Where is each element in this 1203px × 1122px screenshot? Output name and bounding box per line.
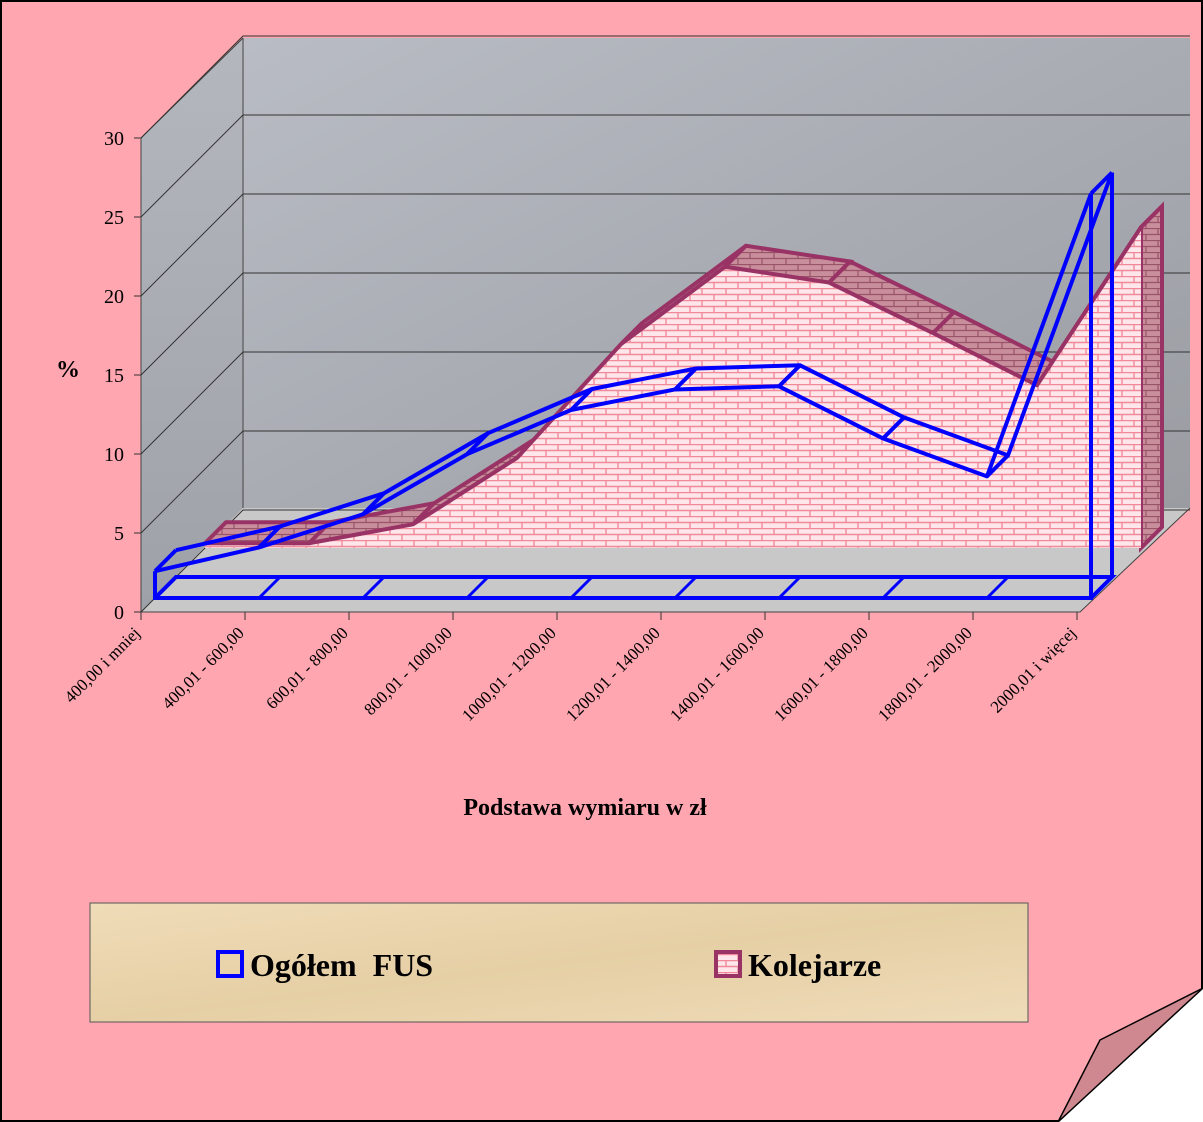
area-depth-edge xyxy=(777,575,802,600)
area-depth-edge xyxy=(985,453,1010,478)
area-depth-edge xyxy=(153,575,178,600)
grid-line xyxy=(140,193,1190,297)
legend-label: Ogółem FUS xyxy=(250,947,433,983)
area-depth-edge xyxy=(569,575,594,600)
area-depth-edge xyxy=(1089,575,1114,600)
grid-line xyxy=(140,114,1190,218)
area-line xyxy=(205,226,1143,546)
area-front-face xyxy=(205,227,1141,548)
area-depth-edge xyxy=(985,575,1010,600)
y-axis-label: % xyxy=(56,357,80,383)
area-depth-edge xyxy=(777,363,802,388)
y-tick-label: 5 xyxy=(114,523,124,545)
y-tick-label: 10 xyxy=(104,444,124,466)
area-line xyxy=(154,192,1093,574)
area-depth-edge xyxy=(569,387,594,412)
area-depth-edge xyxy=(881,416,906,440)
x-axis-label: Podstawa wymiaru w zł xyxy=(463,795,707,821)
side-wall xyxy=(141,38,243,612)
area-depth-edge xyxy=(673,367,698,391)
legend-box xyxy=(89,902,1029,1023)
area-back-edge xyxy=(175,171,1114,553)
area-depth-edge xyxy=(361,575,386,600)
y-tick-label: 25 xyxy=(104,207,124,229)
area-depth-edge xyxy=(257,525,282,549)
y-tick-label: 30 xyxy=(104,128,124,150)
page-curl xyxy=(1057,987,1203,1122)
legend: Ogółem FUS Kolejarze xyxy=(216,947,881,983)
area-depth-edge xyxy=(881,575,906,600)
area-front-outline xyxy=(153,193,1093,600)
y-tick-label: 15 xyxy=(104,365,124,387)
y-tick-label: 20 xyxy=(104,286,124,308)
area-depth-edge xyxy=(257,575,282,600)
y-tick-label: 0 xyxy=(114,602,124,624)
area-depth-edge xyxy=(673,575,698,600)
area-side-face xyxy=(1139,201,1164,553)
legend-swatch xyxy=(714,950,742,978)
legend-label: Kolejarze xyxy=(748,947,881,983)
legend-swatch xyxy=(216,950,244,978)
grid-line xyxy=(140,35,1190,139)
area-depth-edge xyxy=(465,575,490,600)
area-depth-edge xyxy=(153,548,178,573)
area-depth-edge xyxy=(1089,171,1114,195)
